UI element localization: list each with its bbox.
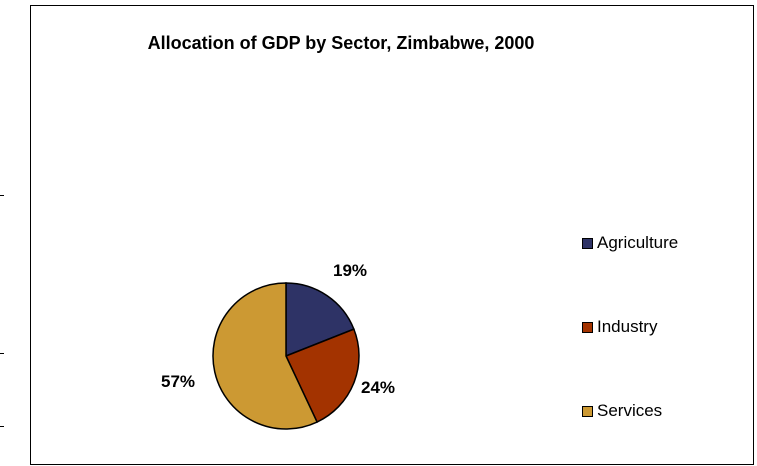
legend-item-industry: Industry (582, 317, 657, 337)
pie-slice-industry (284, 328, 360, 424)
axis-tick (0, 353, 4, 354)
pie-chart (212, 282, 360, 430)
legend-label-services: Services (597, 401, 663, 420)
legend-label-agriculture: Agriculture (597, 233, 679, 252)
axis-tick (0, 195, 4, 196)
legend-swatch-services (582, 405, 593, 417)
legend-item-services: Services (582, 401, 662, 421)
chart-title: Allocation of GDP by Sector, Zimbabwe, 2… (147, 33, 535, 53)
data-label-industry: 24% (361, 378, 396, 397)
data-label-agriculture: 19% (333, 261, 368, 280)
legend-item-agriculture: Agriculture (582, 233, 678, 253)
pie-slice-services (212, 282, 319, 430)
legend-swatch-industry (582, 321, 593, 333)
data-label-services: 57% (161, 372, 196, 391)
axis-tick (0, 426, 4, 427)
pie-slice-agriculture (285, 282, 355, 358)
chart-area: Allocation of GDP by Sector, Zimbabwe, 2… (30, 5, 754, 465)
legend-swatch-agriculture (582, 237, 593, 249)
legend-label-industry: Industry (597, 317, 658, 336)
